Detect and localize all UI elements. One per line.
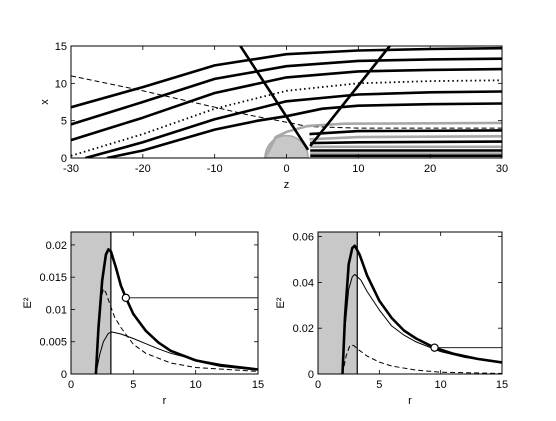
y-tick-label: 0.02 — [46, 240, 67, 252]
series-line-2 — [95, 331, 258, 374]
series-line-7 — [71, 75, 502, 129]
x-tick-label: 10 — [352, 163, 364, 175]
y-tick-label: 0 — [61, 369, 67, 381]
series-line-3 — [71, 67, 502, 142]
series-line-3 — [95, 288, 258, 374]
x-axis-label: r — [408, 395, 412, 407]
series-line-5 — [85, 90, 502, 158]
series-line-2 — [71, 57, 502, 126]
series-line-10 — [309, 135, 502, 141]
x-tick-label: -30 — [63, 163, 79, 175]
x-tick-label: 10 — [435, 379, 447, 391]
y-axis-label: E² — [275, 297, 287, 308]
series-line-3 — [342, 344, 502, 374]
y-axis-label: x — [39, 99, 51, 105]
series-line-4 — [71, 79, 502, 157]
axes-frame — [70, 231, 259, 375]
x-tick-label: 0 — [283, 163, 289, 175]
plot-area — [71, 46, 502, 158]
y-tick-label: 0.015 — [39, 272, 67, 284]
series-line-9 — [309, 129, 502, 136]
marker-point — [430, 343, 439, 352]
plot-area — [71, 232, 258, 374]
series-line-11 — [310, 140, 502, 145]
x-tick-label: 30 — [496, 163, 508, 175]
axes-frame — [317, 231, 503, 375]
y-tick-label: 15 — [55, 41, 67, 53]
x-axis-label: z — [284, 179, 290, 191]
series-line-17 — [309, 46, 392, 147]
x-tick-label: 0 — [315, 379, 321, 391]
x-tick-label: 15 — [252, 379, 264, 391]
x-tick-label: -10 — [207, 163, 223, 175]
obstacle-disk — [264, 134, 309, 158]
x-tick-label: 5 — [376, 379, 382, 391]
chart-panel-2: 0 5 10 15 0 0.005 0.01 0.015 0.02 r E² — [22, 231, 264, 407]
x-tick-label: 20 — [424, 163, 436, 175]
x-tick-label: 15 — [496, 379, 508, 391]
x-tick-label: 10 — [190, 379, 202, 391]
y-tick-label: 0.04 — [293, 277, 314, 289]
plot-area — [318, 232, 502, 374]
y-tick-label: 0.06 — [293, 232, 314, 244]
y-tick-label: 0.005 — [39, 337, 67, 349]
x-tick-label: 0 — [68, 379, 74, 391]
y-tick-label: 0 — [308, 369, 314, 381]
series-line-2 — [342, 273, 502, 374]
chart-panel-1: -30 -20 -10 0 10 20 30 0 5 10 15 z x — [39, 41, 508, 191]
x-tick-label: 5 — [130, 379, 136, 391]
y-tick-label: 0 — [61, 153, 67, 165]
series-line-16 — [238, 46, 310, 151]
marker-point — [121, 293, 131, 303]
series-line-1 — [94, 248, 258, 374]
y-tick-label: 10 — [55, 78, 67, 90]
series-line-1 — [341, 244, 502, 374]
shaded-region — [71, 232, 111, 374]
y-tick-label: 0.02 — [293, 323, 314, 335]
x-axis-label: r — [163, 395, 167, 407]
y-axis-label: E² — [22, 297, 34, 308]
chart-panel-3: 0 5 10 15 0 0.02 0.04 0.06 r E² — [275, 231, 508, 407]
x-tick-label: -20 — [135, 163, 151, 175]
series-line-8 — [263, 121, 502, 158]
y-tick-label: 0.01 — [46, 304, 67, 316]
y-tick-label: 5 — [61, 116, 67, 128]
